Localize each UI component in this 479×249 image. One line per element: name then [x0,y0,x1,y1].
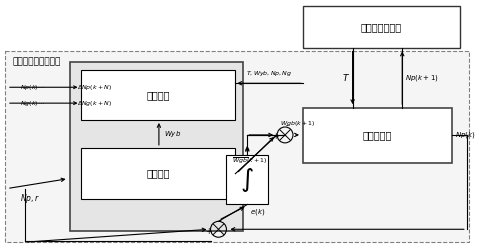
FancyBboxPatch shape [69,62,243,231]
FancyBboxPatch shape [81,70,235,120]
Text: 直升机闭环模型: 直升机闭环模型 [361,22,402,32]
Text: +: + [205,227,212,236]
Text: $T, Wyb, Np, Ng$: $T, Wyb, Np, Ng$ [246,69,292,78]
Text: $Np(k+1)$: $Np(k+1)$ [405,73,439,83]
Text: 滚动优化: 滚动优化 [147,169,170,179]
FancyBboxPatch shape [5,51,469,242]
Text: -: - [219,216,222,225]
Text: 预测模型: 预测模型 [147,90,170,100]
Text: $Np(k)$: $Np(k)$ [455,130,476,140]
Text: 非线性模型预测控制: 非线性模型预测控制 [13,57,61,66]
Text: -: - [285,122,288,130]
Text: $e(k)$: $e(k)$ [251,207,265,217]
Text: $Np, r$: $Np, r$ [20,192,40,205]
Text: $Ng(k)\cdots$: $Ng(k)\cdots$ [20,99,45,108]
Text: 渦轴发动机: 渦轴发动机 [363,130,392,140]
Text: $\Delta Np(k+N)$: $\Delta Np(k+N)$ [78,83,113,92]
Text: $Wgb(k+1)$: $Wgb(k+1)$ [280,119,316,128]
FancyBboxPatch shape [227,155,268,204]
Text: $\Delta Ng(k+N)$: $\Delta Ng(k+N)$ [78,99,113,108]
FancyBboxPatch shape [303,6,460,48]
Text: $Wyb$: $Wyb$ [164,129,181,139]
FancyBboxPatch shape [303,108,452,163]
Text: $\overline{Wgb}(k+1)$: $\overline{Wgb}(k+1)$ [232,155,268,166]
Text: $Np(k)\cdots$: $Np(k)\cdots$ [20,83,45,92]
FancyBboxPatch shape [81,148,235,199]
Text: $\int$: $\int$ [240,166,254,194]
Text: $T$: $T$ [342,72,350,83]
Text: +: + [272,132,278,141]
